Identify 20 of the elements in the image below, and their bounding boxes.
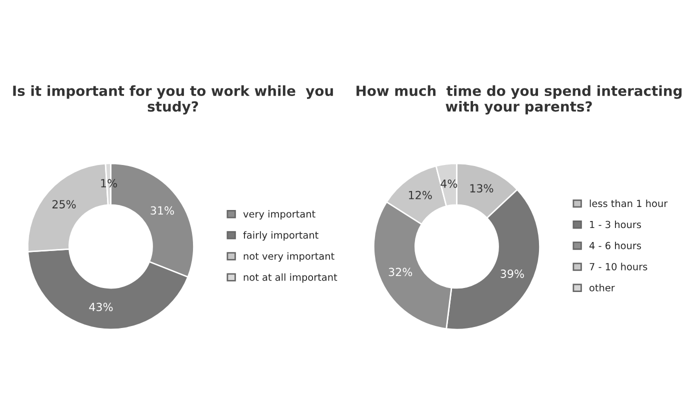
chart-title: How much time do you spend interacting with your parents? [356, 85, 682, 114]
chart-title: Is it important for you to work while you study? [13, 85, 333, 114]
data-label: 31% [150, 206, 174, 215]
data-label: 12% [408, 190, 432, 200]
legend-label: 4 - 6 hours [589, 242, 641, 250]
legend-label: other [590, 284, 615, 292]
data-label: 39% [500, 270, 524, 278]
legend-label: less than 1 hour [590, 200, 668, 208]
legend-label: fairly important [243, 231, 318, 241]
legend-label: 1 - 3 hours [590, 220, 641, 228]
legend-label: very important [243, 210, 316, 220]
legend-label: not at all important [244, 273, 338, 283]
data-label: 25% [52, 200, 76, 208]
data-label: 32% [388, 268, 412, 276]
data-label: 4% [440, 179, 458, 188]
data-label: 13% [470, 184, 494, 193]
legend-label: not very important [244, 252, 334, 262]
data-label: 1% [101, 179, 117, 188]
data-label: 43% [89, 302, 113, 312]
legend-label: 7 - 10 hours [590, 262, 648, 270]
